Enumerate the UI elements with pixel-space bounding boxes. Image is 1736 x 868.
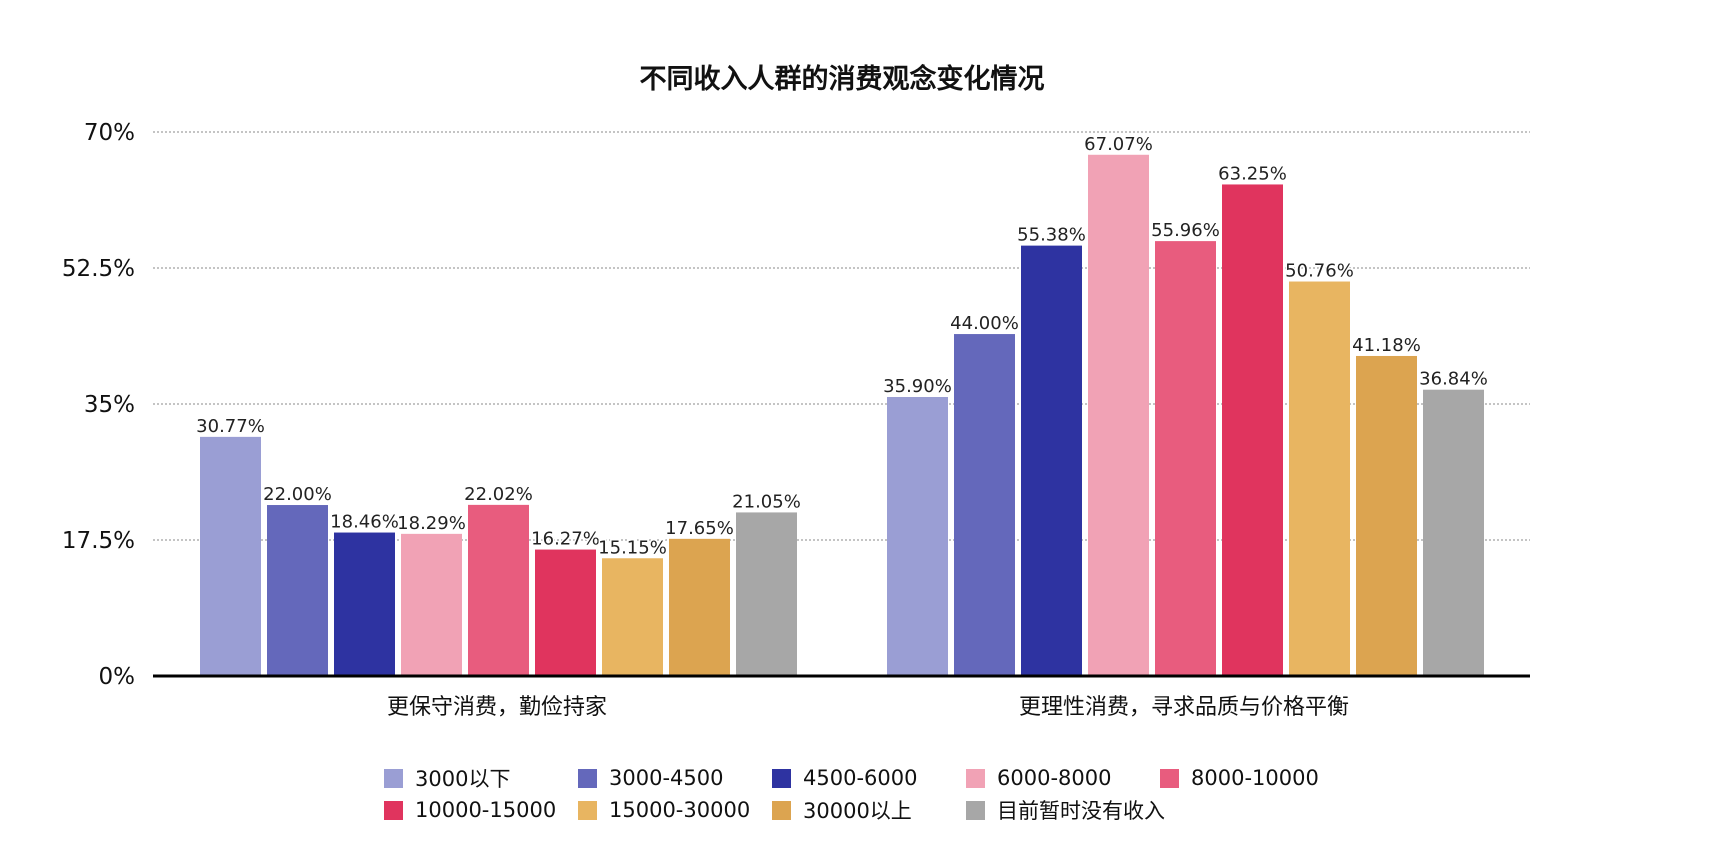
bar bbox=[1423, 389, 1484, 676]
bar bbox=[535, 549, 596, 676]
bar bbox=[267, 505, 328, 676]
legend-item: 6000-8000 bbox=[966, 762, 1111, 794]
y-tick-label: 17.5% bbox=[62, 528, 135, 554]
legend-label: 6000-8000 bbox=[997, 766, 1112, 790]
y-tick-label: 35% bbox=[84, 392, 135, 418]
data-label: 18.46% bbox=[330, 512, 399, 533]
legend-swatch bbox=[384, 800, 403, 820]
y-tick-label: 70% bbox=[84, 120, 135, 146]
data-label: 67.07% bbox=[1084, 134, 1153, 155]
bar bbox=[1021, 245, 1082, 676]
legend: 3000以下 3000-4500 4500-6000 6000-8000 8000-10… bbox=[384, 762, 1384, 832]
legend-label: 3000以下 bbox=[415, 767, 511, 791]
data-label: 50.76% bbox=[1285, 261, 1354, 282]
legend-label: 8000-10000 bbox=[1191, 766, 1319, 790]
bars bbox=[200, 154, 1484, 677]
chart-title: 不同收入人群的消费观念变化情况 bbox=[640, 63, 1045, 95]
bar bbox=[1222, 184, 1283, 676]
bar bbox=[1155, 241, 1216, 677]
legend-swatch bbox=[384, 768, 403, 788]
data-label: 63.25% bbox=[1218, 163, 1287, 184]
legend-item: 3000-4500 bbox=[578, 762, 723, 794]
legend-swatch bbox=[578, 800, 597, 820]
data-label: 21.05% bbox=[732, 491, 801, 512]
legend-swatch bbox=[772, 768, 791, 788]
data-label: 22.00% bbox=[263, 484, 332, 505]
bar bbox=[1088, 154, 1149, 677]
legend-swatch bbox=[772, 800, 791, 820]
legend-item: 4500-6000 bbox=[772, 762, 917, 794]
legend-swatch bbox=[578, 768, 597, 788]
data-label: 17.65% bbox=[665, 518, 734, 539]
bar bbox=[602, 558, 663, 676]
bar bbox=[887, 397, 948, 676]
legend-item: 8000-10000 bbox=[1160, 762, 1319, 794]
bar bbox=[334, 532, 395, 676]
y-axis-tick-labels: 0% 17.5% 35% 52.5% 70% bbox=[62, 120, 135, 690]
x-tick-label: 更保守消费，勤俭持家 bbox=[387, 695, 607, 720]
legend-swatch bbox=[966, 800, 985, 820]
bar bbox=[468, 504, 529, 676]
data-label: 16.27% bbox=[531, 529, 600, 550]
bar bbox=[200, 436, 261, 676]
legend-label: 3000-4500 bbox=[609, 766, 724, 790]
legend-item: 10000-15000 bbox=[384, 794, 556, 826]
y-tick-label: 0% bbox=[99, 664, 136, 690]
legend-label: 30000以上 bbox=[803, 799, 912, 823]
data-label: 36.84% bbox=[1419, 369, 1488, 390]
legend-label: 目前暂时没有收入 bbox=[997, 799, 1165, 823]
data-label: 30.77% bbox=[196, 416, 265, 437]
data-label: 22.02% bbox=[464, 484, 533, 505]
legend-swatch bbox=[966, 768, 985, 788]
x-tick-label: 更理性消费，寻求品质与价格平衡 bbox=[1019, 695, 1349, 720]
legend-item: 30000以上 bbox=[772, 794, 912, 826]
bar bbox=[401, 533, 462, 676]
data-label: 55.96% bbox=[1151, 220, 1220, 241]
bar bbox=[736, 512, 797, 676]
legend-item: 3000以下 bbox=[384, 762, 510, 794]
data-label: 15.15% bbox=[598, 537, 667, 558]
data-label: 55.38% bbox=[1017, 225, 1086, 246]
legend-item: 目前暂时没有收入 bbox=[966, 794, 1165, 826]
data-label: 35.90% bbox=[883, 376, 952, 397]
legend-swatch bbox=[1160, 768, 1179, 788]
legend-label: 15000-30000 bbox=[609, 798, 751, 822]
data-labels: 30.77% 22.00% 18.46%18.29% 22.02% 16.27%15.1… bbox=[195, 132, 1490, 559]
legend-item: 15000-30000 bbox=[578, 794, 750, 826]
y-tick-label: 52.5% bbox=[62, 256, 135, 282]
data-label: 18.29% bbox=[397, 513, 466, 534]
bar bbox=[954, 334, 1015, 676]
data-label: 44.00% bbox=[950, 313, 1019, 334]
bar bbox=[669, 538, 730, 676]
bar bbox=[1356, 355, 1417, 676]
legend-label: 4500-6000 bbox=[803, 766, 918, 790]
legend-label: 10000-15000 bbox=[415, 798, 557, 822]
x-axis-tick-labels: 更保守消费，勤俭持家 更理性消费，寻求品质与价格平衡 bbox=[387, 695, 1349, 720]
bar-chart: 不同收入人群的消费观念变化情况 0% 17.5% 35% 52.5% 70% 30.77… bbox=[62, 63, 1530, 720]
data-label: 41.18% bbox=[1352, 335, 1421, 356]
bar bbox=[1289, 281, 1350, 676]
